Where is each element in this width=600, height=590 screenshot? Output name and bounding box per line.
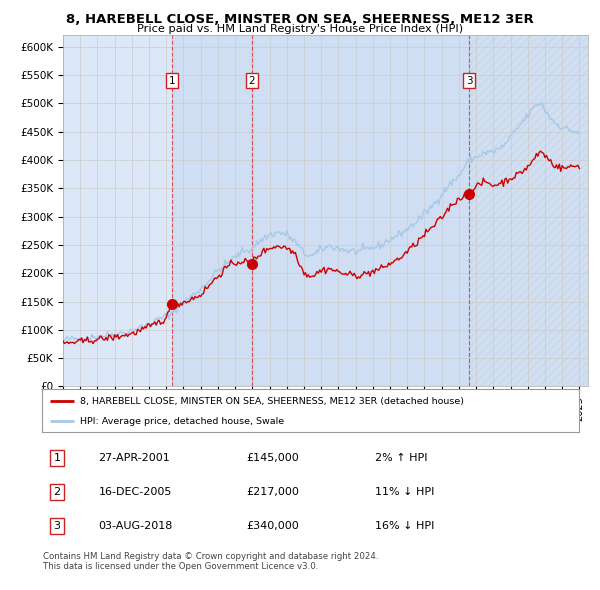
Text: 27-APR-2001: 27-APR-2001 (98, 453, 170, 463)
Text: 16% ↓ HPI: 16% ↓ HPI (375, 521, 434, 531)
Text: Contains HM Land Registry data © Crown copyright and database right 2024.: Contains HM Land Registry data © Crown c… (43, 552, 379, 561)
Text: 2: 2 (53, 487, 61, 497)
Text: £340,000: £340,000 (246, 521, 299, 531)
Text: £145,000: £145,000 (246, 453, 299, 463)
Text: This data is licensed under the Open Government Licence v3.0.: This data is licensed under the Open Gov… (43, 562, 319, 571)
Text: 3: 3 (53, 521, 61, 531)
Text: Price paid vs. HM Land Registry's House Price Index (HPI): Price paid vs. HM Land Registry's House … (137, 24, 463, 34)
Text: 2: 2 (248, 76, 255, 86)
Text: 1: 1 (169, 76, 175, 86)
Text: 03-AUG-2018: 03-AUG-2018 (98, 521, 173, 531)
Bar (469, 35, 588, 386)
Text: 8, HAREBELL CLOSE, MINSTER ON SEA, SHEERNESS, ME12 3ER: 8, HAREBELL CLOSE, MINSTER ON SEA, SHEER… (66, 13, 534, 26)
Text: 16-DEC-2005: 16-DEC-2005 (98, 487, 172, 497)
Bar (251, 35, 469, 386)
Text: £217,000: £217,000 (246, 487, 299, 497)
Text: 11% ↓ HPI: 11% ↓ HPI (375, 487, 434, 497)
Bar (172, 35, 251, 386)
Text: 1: 1 (53, 453, 61, 463)
Text: 3: 3 (466, 76, 472, 86)
Text: HPI: Average price, detached house, Swale: HPI: Average price, detached house, Swal… (80, 417, 284, 426)
Text: 8, HAREBELL CLOSE, MINSTER ON SEA, SHEERNESS, ME12 3ER (detached house): 8, HAREBELL CLOSE, MINSTER ON SEA, SHEER… (80, 397, 464, 406)
Text: 2% ↑ HPI: 2% ↑ HPI (375, 453, 427, 463)
